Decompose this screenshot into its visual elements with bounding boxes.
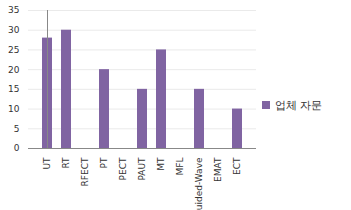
svg-text:35: 35 <box>8 5 19 15</box>
svg-text:ECT: ECT <box>232 157 242 175</box>
svg-text:PECT: PECT <box>118 157 128 180</box>
svg-text:20: 20 <box>8 65 20 75</box>
svg-text:30: 30 <box>8 25 20 35</box>
svg-text:EMAT: EMAT <box>213 157 223 182</box>
svg-text:0: 0 <box>14 143 20 153</box>
svg-text:25: 25 <box>8 45 19 55</box>
html-text:업체 자문: 업체 자문 <box>275 98 323 112</box>
svg-text:Guided-Wave: Guided-Wave <box>194 157 204 210</box>
svg-text:RFECT: RFECT <box>80 157 90 186</box>
svg-text:15: 15 <box>8 84 19 94</box>
svg-text:MFL: MFL <box>175 158 185 176</box>
svg-text:UT: UT <box>42 157 52 170</box>
svg-text:RT: RT <box>61 157 71 169</box>
svg-text:MT: MT <box>156 157 166 171</box>
svg-text:10: 10 <box>8 104 20 114</box>
svg-text:5: 5 <box>14 124 20 134</box>
svg-text:PAUT: PAUT <box>137 157 147 181</box>
svg-text:PT: PT <box>99 157 109 168</box>
